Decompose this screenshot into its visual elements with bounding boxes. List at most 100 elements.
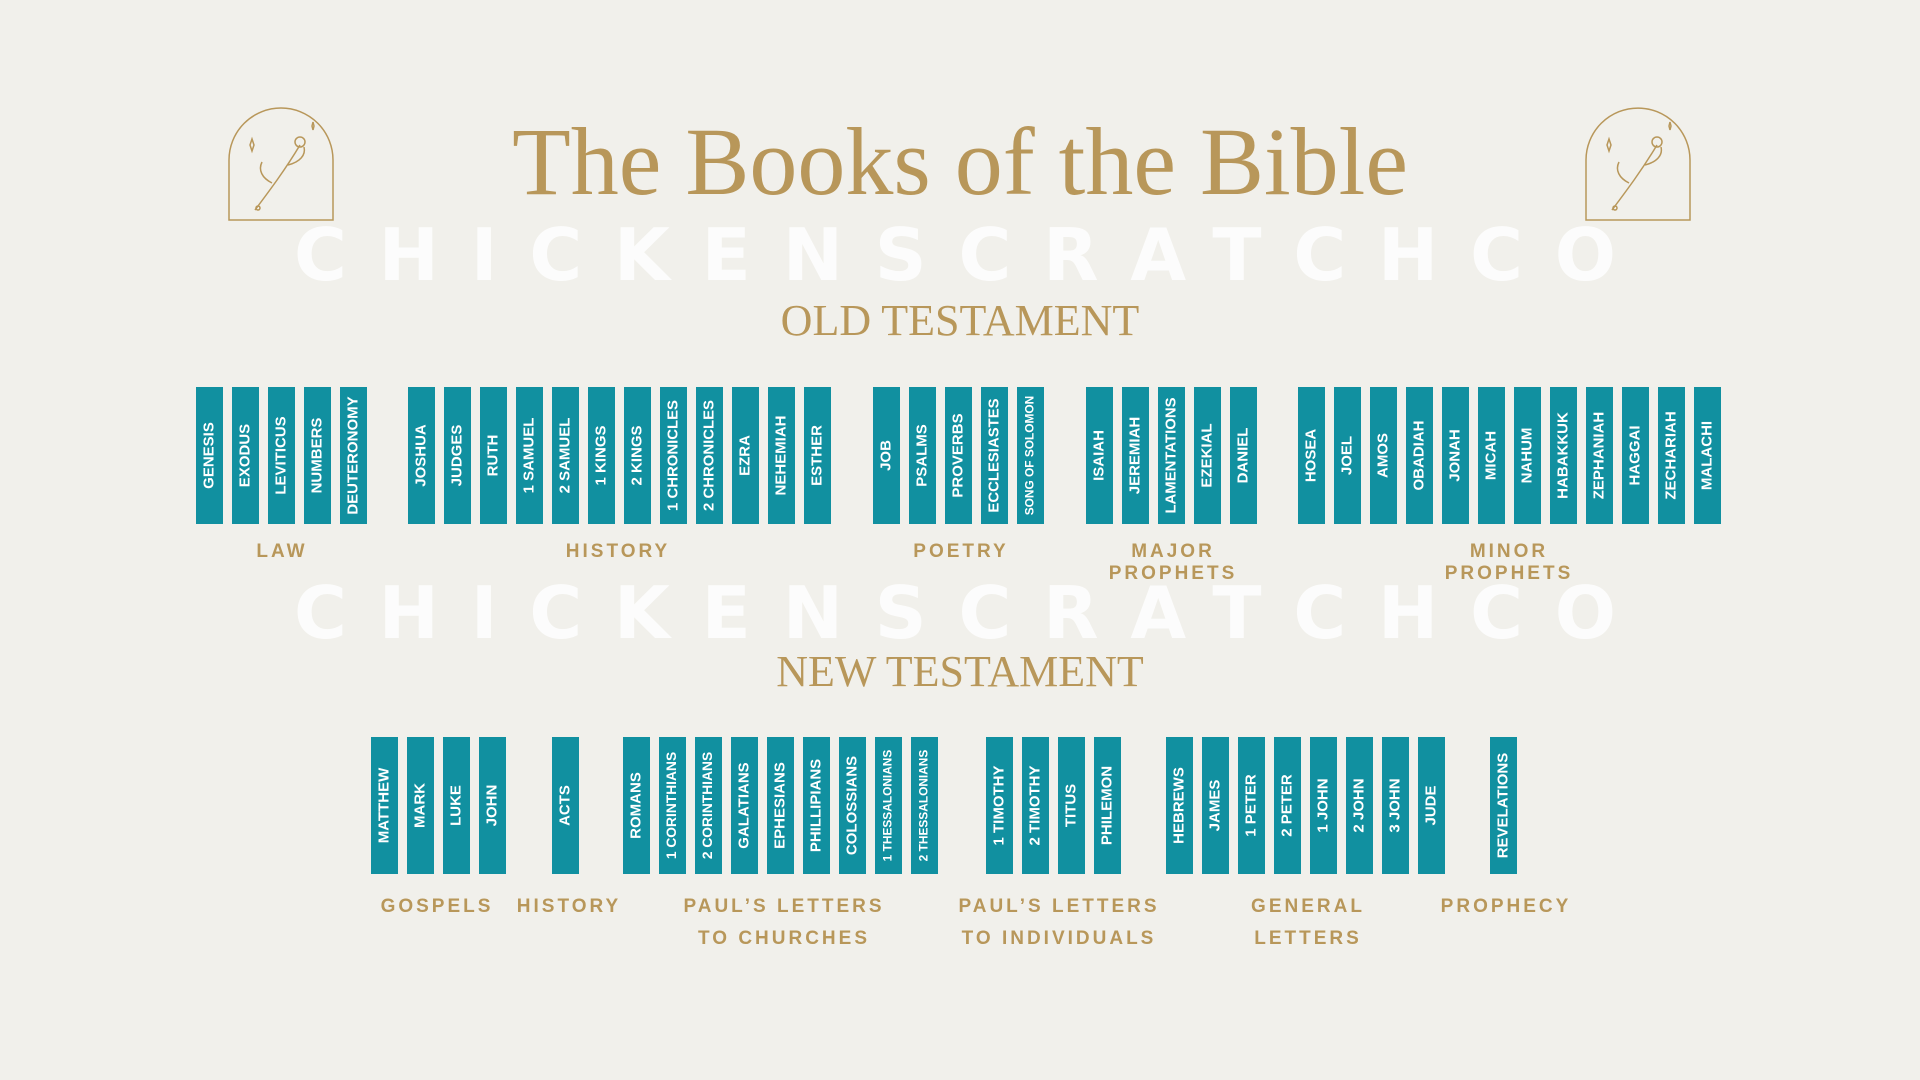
book-spine [1694, 387, 1721, 524]
book-title: PHILLIPIANS [807, 759, 824, 852]
book-title: 2 JOHN [1350, 778, 1367, 832]
book-spine [660, 387, 687, 524]
book-title: DEUTERONOMY [344, 396, 361, 514]
book-spine [803, 737, 830, 874]
book-spine [1310, 737, 1337, 874]
book-spine [1274, 737, 1301, 874]
book-title: MALACHI [1698, 421, 1715, 490]
group-label: GOSPELS [381, 896, 494, 917]
book-spine [839, 737, 866, 874]
book-title: JOB [877, 440, 894, 471]
book-spine [196, 387, 223, 524]
book-spine [479, 737, 506, 874]
book-spine [1658, 387, 1685, 524]
group-label: TO INDIVIDUALS [962, 928, 1157, 949]
book-spine [695, 737, 722, 874]
group-label: PAUL’S LETTERS [958, 896, 1159, 917]
book-spine [1490, 737, 1517, 874]
book-title: OBADIAH [1410, 421, 1427, 491]
book-title: 1 SAMUEL [520, 418, 537, 494]
book-title: JUDE [1422, 785, 1439, 825]
book-title: MARK [411, 783, 428, 828]
book-title: EPHESIANS [771, 762, 788, 849]
book-title: ZECHARIAH [1662, 411, 1679, 499]
book-spine [1550, 387, 1577, 524]
group-label: HISTORY [517, 896, 621, 917]
book-title: LUKE [447, 785, 464, 826]
book-spine [623, 737, 650, 874]
book-title: 2 CORINTHIANS [700, 752, 715, 859]
book-spine [588, 387, 615, 524]
title: The Books of the Bible [512, 108, 1408, 215]
book-spine [516, 387, 543, 524]
floral-icon-right [1585, 107, 1691, 221]
book-title: GALATIANS [735, 762, 752, 848]
group-label: PROPHECY [1441, 896, 1572, 917]
book-title: GENESIS [200, 422, 217, 489]
book-spine [1230, 387, 1257, 524]
group-label: GENERAL [1251, 896, 1365, 917]
book-title: NEHEMIAH [772, 415, 789, 495]
group-label: PROPHETS [1445, 563, 1574, 584]
group-label: LETTERS [1254, 928, 1362, 949]
book-title: PSALMS [913, 424, 930, 487]
book-spine [911, 737, 938, 874]
book-spine [268, 387, 295, 524]
book-title: JOEL [1338, 436, 1355, 475]
book-title: 2 CHRONICLES [701, 400, 717, 511]
book-spine [1514, 387, 1541, 524]
group-label: TO CHURCHES [698, 928, 870, 949]
book-title: ESTHER [808, 425, 825, 486]
book-spine [444, 387, 471, 524]
book-spine [1086, 387, 1113, 524]
book-spine [1158, 387, 1185, 524]
book-spine [1022, 737, 1049, 874]
book-spine [1370, 387, 1397, 524]
book-title: ISAIAH [1090, 430, 1107, 481]
book-spine [1122, 387, 1149, 524]
book-spine [1346, 737, 1373, 874]
book-title: JONAH [1446, 429, 1463, 482]
book-title: ZEPHANIAH [1590, 412, 1607, 500]
book-title: JOHN [483, 785, 500, 827]
book-title: 1 PETER [1242, 774, 1259, 837]
book-title: ROMANS [627, 772, 644, 839]
book-spine [909, 387, 936, 524]
book-spine [659, 737, 686, 874]
book-spine [1298, 387, 1325, 524]
book-title: RUTH [484, 435, 501, 477]
book-title: MATTHEW [375, 767, 392, 843]
book-title: ECCLESIASTES [986, 398, 1002, 512]
book-title: NAHUM [1518, 428, 1535, 484]
book-spine [1202, 737, 1229, 874]
group-label: PAUL’S LETTERS [683, 896, 884, 917]
book-spine [1334, 387, 1361, 524]
book-spine [732, 387, 759, 524]
book-title: COLOSSIANS [843, 756, 860, 855]
book-spine [304, 387, 331, 524]
book-spine [981, 387, 1008, 524]
book-spine [1586, 387, 1613, 524]
book-spine [768, 387, 795, 524]
book-title: EZEKIAL [1198, 423, 1215, 487]
book-spine [696, 387, 723, 524]
book-spine [408, 387, 435, 524]
book-spine [1478, 387, 1505, 524]
book-spine [767, 737, 794, 874]
book-spine [1194, 387, 1221, 524]
book-spine [1166, 737, 1193, 874]
group-label: HISTORY [566, 541, 670, 562]
book-spine [480, 387, 507, 524]
book-spine [624, 387, 651, 524]
book-title: 2 SAMUEL [556, 418, 573, 494]
book-spine [804, 387, 831, 524]
section-heading: NEW TESTAMENT [776, 647, 1144, 696]
section-heading: OLD TESTAMENT [781, 296, 1140, 345]
book-spine [731, 737, 758, 874]
book-title: JUDGES [448, 425, 465, 487]
book-spine [232, 387, 259, 524]
book-title: 1 KINGS [592, 425, 609, 485]
